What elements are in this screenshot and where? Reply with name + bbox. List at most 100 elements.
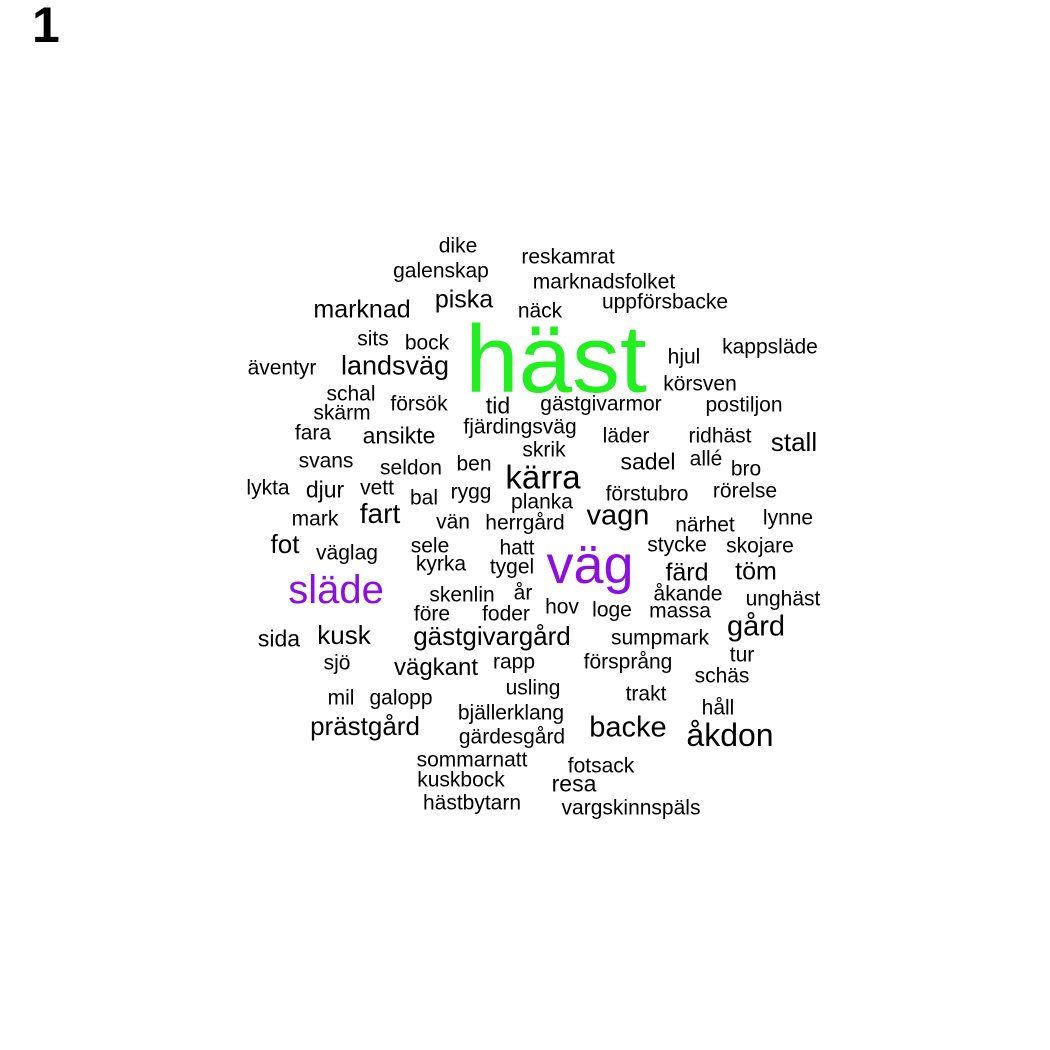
word-fart: fart (359, 498, 401, 529)
word-backe: backe (589, 711, 667, 744)
word-prastgard: prästgård (310, 711, 420, 741)
word-vagn: vagn (586, 499, 650, 532)
word-bro: bro (730, 457, 762, 481)
word-tur: tur (729, 643, 755, 667)
word-sumpmark: sumpmark (610, 626, 710, 650)
word-loge: loge (592, 598, 632, 622)
word-van: vän (436, 510, 470, 534)
word-trakt: trakt (625, 682, 667, 706)
panel-label: 1 (32, 0, 60, 53)
word-skarm: skärm (313, 401, 371, 425)
word-hast: häst (465, 306, 647, 413)
word-schal: schal (326, 382, 376, 406)
word-hjul: hjul (667, 345, 701, 369)
word-postiljon: postiljon (705, 393, 783, 417)
word-piska: piska (434, 285, 494, 314)
word-resa: resa (551, 770, 597, 797)
word-fore: före (413, 602, 451, 626)
word-fard: färd (665, 558, 709, 587)
word-vargskinnspals: vargskinnspäls (561, 796, 701, 820)
word-rygg: rygg (450, 480, 492, 504)
word-vett: vett (360, 476, 394, 500)
word-skrik: skrik (522, 438, 566, 462)
word-kuskbock: kuskbock (417, 768, 505, 792)
word-seldon: seldon (380, 456, 442, 480)
word-skojare: skojare (726, 534, 794, 558)
word-dike: dike (438, 234, 478, 258)
word-sadel: sadel (620, 448, 676, 475)
word-hatt: hatt (499, 536, 535, 560)
word-slade: släde (288, 568, 384, 612)
word-rorelse: rörelse (712, 479, 778, 503)
word-akande: åkande (653, 582, 723, 606)
word-marknadsfolket: marknadsfolket (532, 270, 676, 294)
word-unghast: unghäst (745, 587, 821, 611)
word-korsven: körsven (663, 372, 737, 396)
word-forstubro: förstubro (605, 482, 689, 506)
word-massa: massa (649, 599, 711, 623)
word-vagkant: vägkant (393, 654, 479, 681)
word-skenlin: skenlin (429, 583, 495, 607)
word-forsprang: försprång (583, 650, 673, 674)
word-gastgivarmor: gästgivarmor (540, 392, 662, 416)
word-schas: schäs (694, 664, 750, 688)
word-fotsack: fotsack (567, 754, 635, 778)
word-gard: gård (726, 610, 786, 643)
word-lader: läder (602, 424, 650, 448)
word-galenskap: galenskap (393, 259, 489, 283)
word-stycke: stycke (647, 533, 707, 557)
word-gardesgard: gärdesgård (458, 725, 566, 749)
word-bjallerklang: bjällerklang (457, 701, 565, 725)
word-bal: bal (409, 486, 439, 510)
word-tid: tid (485, 392, 511, 419)
word-tygel: tygel (489, 555, 535, 579)
word-sommarnatt: sommarnatt (416, 748, 528, 772)
word-aventyr: äventyr (247, 356, 317, 380)
word-sits: sits (357, 327, 389, 351)
word-lynne: lynne (762, 506, 814, 530)
word-stall: stall (770, 427, 818, 457)
word-gastgivargard: gästgivargård (413, 621, 571, 651)
word-foder: foder (482, 602, 530, 626)
word-vaglag: väglag (316, 541, 378, 565)
word-sida: sida (257, 625, 301, 652)
word-ridhast: ridhäst (688, 424, 752, 448)
word-kyrka: kyrka (415, 552, 467, 576)
word-galopp: galopp (369, 686, 433, 710)
word-vag: väg (546, 535, 634, 595)
word-rapp: rapp (492, 650, 536, 674)
word-fara: fara (294, 421, 332, 445)
word-mark: mark (291, 507, 339, 531)
word-akdon: åkdon (686, 717, 774, 753)
word-fjardingsvag: fjärdingsväg (463, 415, 577, 439)
word-narhet: närhet (675, 513, 735, 537)
word-kappslade: kappsläde (722, 335, 818, 359)
word-alle: allé (689, 447, 723, 471)
word-reskamrat: reskamrat (521, 245, 615, 269)
word-planka: planka (511, 490, 573, 514)
word-tom: töm (735, 557, 777, 586)
word-ben: ben (456, 452, 492, 476)
word-kusk: kusk (317, 620, 371, 650)
word-fot: fot (270, 529, 300, 559)
word-herrgard: herrgård (485, 511, 565, 535)
word-hov: hov (545, 595, 579, 619)
word-forsok: försök (390, 392, 448, 416)
word-marknad: marknad (313, 295, 411, 324)
word-uppforsbacke: uppförsbacke (601, 290, 729, 314)
word-mil: mil (327, 686, 355, 710)
word-bock: bock (404, 331, 450, 355)
word-lykta: lykta (246, 476, 290, 500)
word-ansikte: ansikte (362, 422, 436, 449)
word-ar: år (513, 581, 533, 605)
word-hastbytarn: hästbytarn (422, 791, 522, 815)
word-landsvag: landsväg (340, 350, 450, 381)
word-djur: djur (305, 476, 345, 503)
word-usling: usling (505, 676, 561, 700)
word-sele: sele (410, 534, 450, 558)
word-nack: näck (517, 299, 563, 323)
word-hall: håll (701, 696, 735, 720)
word-sjo: sjö (323, 651, 351, 675)
word-karra: kärra (505, 458, 581, 496)
